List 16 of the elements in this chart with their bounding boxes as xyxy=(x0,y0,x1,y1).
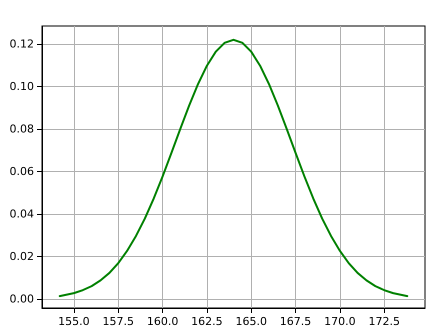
x-tick-label: 157.5 xyxy=(102,315,134,328)
x-tick-label: 160.0 xyxy=(146,315,178,328)
y-tick-label: 0.08 xyxy=(10,122,34,136)
y-tick-label: 0.04 xyxy=(10,208,34,221)
y-tick-label: 0.06 xyxy=(10,165,34,178)
y-tick-label: 0.00 xyxy=(10,292,34,306)
y-tick-label: 0.02 xyxy=(10,250,34,264)
x-tick-label: 167.5 xyxy=(280,315,312,328)
x-tick-label: 155.0 xyxy=(58,315,90,328)
y-tick-label: 0.12 xyxy=(10,38,34,51)
x-tick-label: 170.0 xyxy=(324,315,356,328)
line-series xyxy=(58,38,408,298)
y-tick-label: 0.10 xyxy=(10,80,34,94)
x-tick-label: 165.0 xyxy=(235,315,267,328)
x-tick-label: 162.5 xyxy=(191,315,223,328)
x-tick-label: 172.5 xyxy=(368,315,400,328)
